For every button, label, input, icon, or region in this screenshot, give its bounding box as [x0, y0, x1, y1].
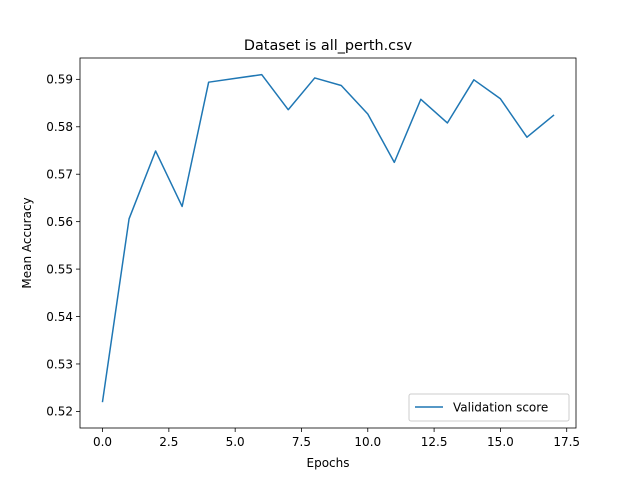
plot-area	[80, 58, 576, 428]
legend: Validation score	[408, 393, 570, 422]
x-tick-label: 0.0	[93, 435, 112, 449]
y-tick-label: 0.59	[46, 73, 73, 87]
y-axis-ticks: 0.52 0.53 0.54 0.55 0.56 0.57 0.58 0.59	[46, 73, 80, 419]
x-tick-label: 15.0	[487, 435, 514, 449]
series-line-validation-score	[101, 73, 555, 403]
y-tick-label: 0.55	[46, 262, 73, 276]
y-tick-label: 0.58	[46, 120, 73, 134]
x-tick-label: 2.5	[159, 435, 178, 449]
legend-box	[408, 393, 570, 422]
x-tick-label: 7.5	[292, 435, 311, 449]
x-tick-label: 17.5	[553, 435, 580, 449]
y-tick-label: 0.52	[46, 405, 73, 419]
chart-title: Dataset is all_perth.csv	[244, 38, 413, 54]
x-tick-label: 10.0	[354, 435, 381, 449]
x-axis-ticks: 0.0 2.5 5.0 7.5 10.0 12.5 15.0 17.5	[93, 428, 580, 449]
x-tick-label: 5.0	[226, 435, 245, 449]
y-axis-label: Mean Accuracy	[20, 197, 34, 288]
y-tick-label: 0.57	[46, 168, 73, 182]
y-tick-label: 0.53	[46, 357, 73, 371]
plot-frame	[79, 57, 577, 429]
legend-label-validation-score: Validation score	[453, 401, 548, 415]
y-tick-label: 0.56	[46, 215, 73, 229]
y-tick-label: 0.54	[46, 310, 73, 324]
x-axis-label: Epochs	[307, 456, 350, 470]
x-tick-label: 12.5	[421, 435, 448, 449]
